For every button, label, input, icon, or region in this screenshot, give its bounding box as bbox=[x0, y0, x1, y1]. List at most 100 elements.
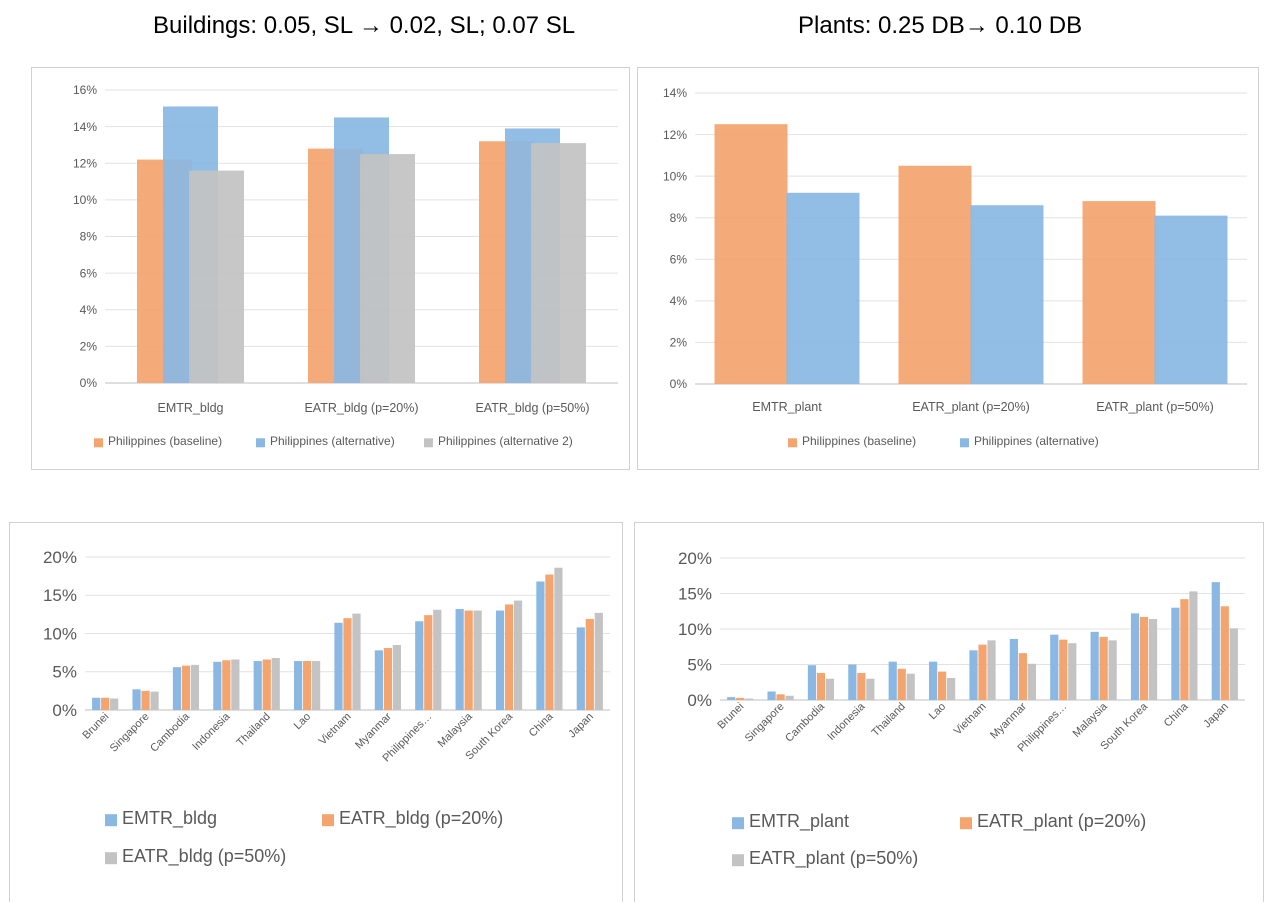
bar bbox=[294, 661, 303, 710]
y-tick-label: 8% bbox=[80, 230, 98, 244]
legend-label: EATR_bldg (p=20%) bbox=[339, 808, 503, 829]
x-tick-label: Thailand bbox=[870, 701, 908, 739]
bar bbox=[745, 698, 754, 700]
y-tick-label: 10% bbox=[43, 624, 77, 643]
legend-label: EATR_bldg (p=50%) bbox=[122, 846, 286, 867]
bar bbox=[92, 697, 101, 710]
bar bbox=[969, 650, 978, 700]
y-tick-label: 4% bbox=[670, 294, 688, 308]
y-tick-label: 8% bbox=[670, 211, 688, 225]
bar bbox=[1171, 607, 1180, 700]
bar bbox=[848, 664, 857, 700]
bar bbox=[352, 613, 361, 710]
y-tick-label: 0% bbox=[80, 376, 98, 390]
chart-plants-countries: 0% 5% 10% 15% 20% BruneiSingaporeCambodiaIndo… bbox=[678, 549, 1245, 869]
legend-swatch bbox=[256, 438, 265, 448]
bar bbox=[415, 621, 424, 710]
x-tick-label: Singapore bbox=[108, 711, 152, 755]
y-tick-label: 10% bbox=[663, 169, 687, 183]
y-tick-label: 0% bbox=[670, 377, 688, 391]
bar bbox=[1009, 638, 1018, 700]
legend-swatch bbox=[732, 817, 744, 830]
x-tick-label: Myanmar bbox=[353, 710, 394, 751]
bar bbox=[1068, 643, 1077, 700]
bar bbox=[1059, 639, 1068, 700]
bar bbox=[253, 661, 262, 710]
y-tick-label: 5% bbox=[687, 655, 712, 674]
chart-buildings-philippines: 0% 2% 4% 6% 8% 10% 12% 14% 16% EMTR_bldg EATR_bldg… bbox=[73, 83, 618, 448]
x-tick-label: Lao bbox=[927, 701, 948, 722]
bar bbox=[576, 627, 585, 710]
bar bbox=[513, 600, 523, 710]
bar bbox=[1130, 613, 1140, 700]
bar bbox=[190, 664, 200, 710]
y-tick-label: 14% bbox=[663, 86, 687, 100]
legend-swatch bbox=[788, 438, 797, 448]
bar bbox=[343, 618, 352, 710]
x-tick-label: Malaysia bbox=[1071, 700, 1111, 740]
bar bbox=[334, 622, 343, 710]
x-tick-label: EATR_bldg (p=50%) bbox=[475, 401, 589, 415]
legend-swatch bbox=[424, 438, 433, 448]
x-tick-label: Thailand bbox=[235, 711, 273, 749]
bar bbox=[271, 657, 280, 710]
x-tick-label: Japan bbox=[566, 711, 596, 741]
bar bbox=[495, 610, 505, 710]
y-tick-label: 6% bbox=[670, 252, 688, 266]
bar bbox=[888, 661, 897, 700]
bar bbox=[536, 581, 545, 710]
x-tick-label: Lao bbox=[292, 711, 313, 732]
bar bbox=[1220, 606, 1229, 700]
legend-swatch bbox=[960, 817, 972, 830]
bar bbox=[1090, 631, 1099, 700]
y-tick-label: 20% bbox=[43, 548, 77, 567]
bar bbox=[1082, 201, 1156, 384]
bar bbox=[141, 690, 150, 710]
bar bbox=[360, 154, 415, 383]
y-tick-label: 12% bbox=[663, 128, 687, 142]
bar bbox=[172, 667, 182, 710]
legend-swatch bbox=[960, 438, 969, 448]
bar bbox=[767, 691, 776, 700]
legend-swatch bbox=[322, 814, 334, 827]
y-tick-label: 5% bbox=[52, 663, 77, 682]
bar bbox=[531, 143, 586, 383]
bar bbox=[714, 124, 788, 384]
legend-label: Philippines (baseline) bbox=[802, 434, 916, 448]
bar bbox=[1211, 582, 1220, 700]
x-tick-label: Brunei bbox=[715, 701, 746, 732]
bar bbox=[1139, 616, 1149, 700]
bar bbox=[101, 697, 110, 710]
bar bbox=[1154, 215, 1228, 384]
bar bbox=[213, 661, 222, 710]
y-tick-label: 6% bbox=[80, 266, 98, 280]
bar bbox=[1189, 591, 1198, 700]
bar bbox=[1099, 636, 1108, 700]
buildings-heading: Buildings: 0.05, SL → 0.02, SL; 0.07 SL bbox=[153, 12, 576, 39]
bar bbox=[392, 644, 401, 710]
bar bbox=[897, 668, 906, 700]
x-tick-label: Singapore bbox=[743, 701, 787, 745]
bar bbox=[1108, 640, 1117, 700]
chart-panel-buildings-countries: 0% 5% 10% 15% 20% Brunei Singapore Cambodia Indo… bbox=[9, 522, 623, 902]
bar bbox=[929, 661, 938, 700]
bar bbox=[807, 665, 817, 700]
bar bbox=[1148, 619, 1158, 700]
bar bbox=[504, 604, 514, 710]
x-tick-label: EATR_bldg (p=20%) bbox=[304, 401, 418, 415]
x-tick-label: Malaysia bbox=[436, 710, 476, 750]
bar bbox=[786, 192, 860, 384]
x-tick-label: Myanmar bbox=[988, 700, 1029, 741]
legend-swatch bbox=[732, 854, 744, 867]
y-tick-label: 10% bbox=[678, 620, 712, 639]
plants-heading: Plants: 0.25 DB→ 0.10 DB bbox=[798, 12, 1083, 39]
y-tick-label: 15% bbox=[678, 584, 712, 603]
x-tick-label: Brunei bbox=[80, 711, 111, 742]
y-tick-label: 14% bbox=[73, 120, 97, 134]
chart-plants-philippines: 0% 2% 4% 6% 8% 10% 12% 14% EMTR_plant EATR_plant … bbox=[663, 86, 1247, 448]
bar bbox=[545, 574, 554, 710]
bar bbox=[181, 665, 191, 710]
bar bbox=[906, 673, 915, 700]
y-tick-label: 0% bbox=[52, 701, 77, 720]
bar bbox=[433, 609, 442, 710]
